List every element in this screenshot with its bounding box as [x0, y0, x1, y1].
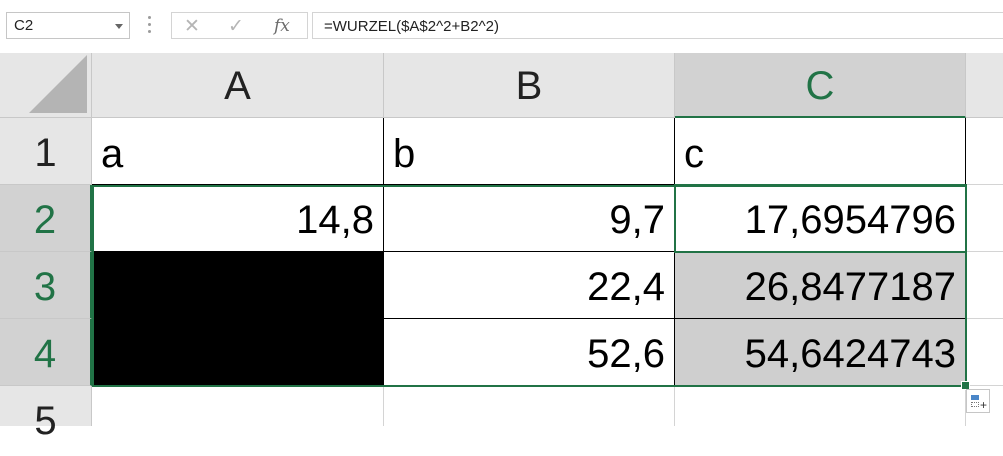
row-header-1[interactable]: 1 — [0, 118, 92, 185]
cell-c5[interactable] — [675, 386, 966, 426]
column-header-b[interactable]: B — [384, 53, 675, 118]
cell-a3-redacted[interactable] — [92, 252, 384, 319]
cell-d2[interactable] — [966, 185, 1003, 252]
column-header-c[interactable]: C — [675, 53, 966, 118]
cell-d1[interactable] — [966, 118, 1003, 185]
row-header-2[interactable]: 2 — [0, 185, 92, 252]
quick-analysis-icon[interactable]: + — [966, 389, 990, 413]
cell-a5[interactable] — [92, 386, 384, 426]
formula-input[interactable]: =WURZEL($A$2^2+B2^2) — [312, 12, 1003, 39]
cell-d3[interactable] — [966, 252, 1003, 319]
row-header-5[interactable]: 5 — [0, 386, 92, 443]
cell-a2[interactable]: 14,8 — [92, 185, 384, 252]
row-header-3[interactable]: 3 — [0, 252, 92, 319]
formula-bar-buttons: ✕ ✓ fx — [171, 12, 308, 39]
select-all-triangle-icon — [29, 55, 87, 113]
chevron-down-icon[interactable] — [115, 24, 123, 29]
cell-b1[interactable]: b — [384, 118, 675, 185]
fill-handle[interactable] — [961, 381, 970, 390]
cell-d4[interactable] — [966, 319, 1003, 386]
formula-bar-resize-handle[interactable] — [148, 16, 151, 36]
row-header-4[interactable]: 4 — [0, 319, 92, 386]
cell-b5[interactable] — [384, 386, 675, 426]
cell-a1[interactable]: a — [92, 118, 384, 185]
cell-b4[interactable]: 52,6 — [384, 319, 675, 386]
cell-c3[interactable]: 26,8477187 — [675, 252, 966, 319]
cell-c2[interactable]: 17,6954796 — [675, 185, 966, 252]
cell-b3[interactable]: 22,4 — [384, 252, 675, 319]
cell-b2[interactable]: 9,7 — [384, 185, 675, 252]
check-icon[interactable]: ✓ — [228, 16, 244, 37]
formula-bar: C2 ✕ ✓ fx =WURZEL($A$2^2+B2^2) — [0, 0, 1003, 54]
column-header-a[interactable]: A — [92, 53, 384, 118]
cell-c4[interactable]: 54,6424743 — [675, 319, 966, 386]
name-box-value[interactable]: C2 — [14, 17, 34, 34]
cell-c1[interactable]: c — [675, 118, 966, 185]
fx-icon[interactable]: fx — [274, 16, 290, 36]
spreadsheet-grid: A B C 1 2 3 4 5 a b c 14,8 9,7 17,695479… — [0, 53, 1003, 443]
column-header-d[interactable] — [966, 53, 1003, 118]
name-box[interactable]: C2 — [6, 12, 130, 39]
formula-text[interactable]: =WURZEL($A$2^2+B2^2) — [324, 18, 499, 35]
select-all-button[interactable] — [0, 53, 92, 118]
close-icon[interactable]: ✕ — [184, 16, 200, 37]
cell-a4-redacted[interactable] — [92, 319, 384, 386]
